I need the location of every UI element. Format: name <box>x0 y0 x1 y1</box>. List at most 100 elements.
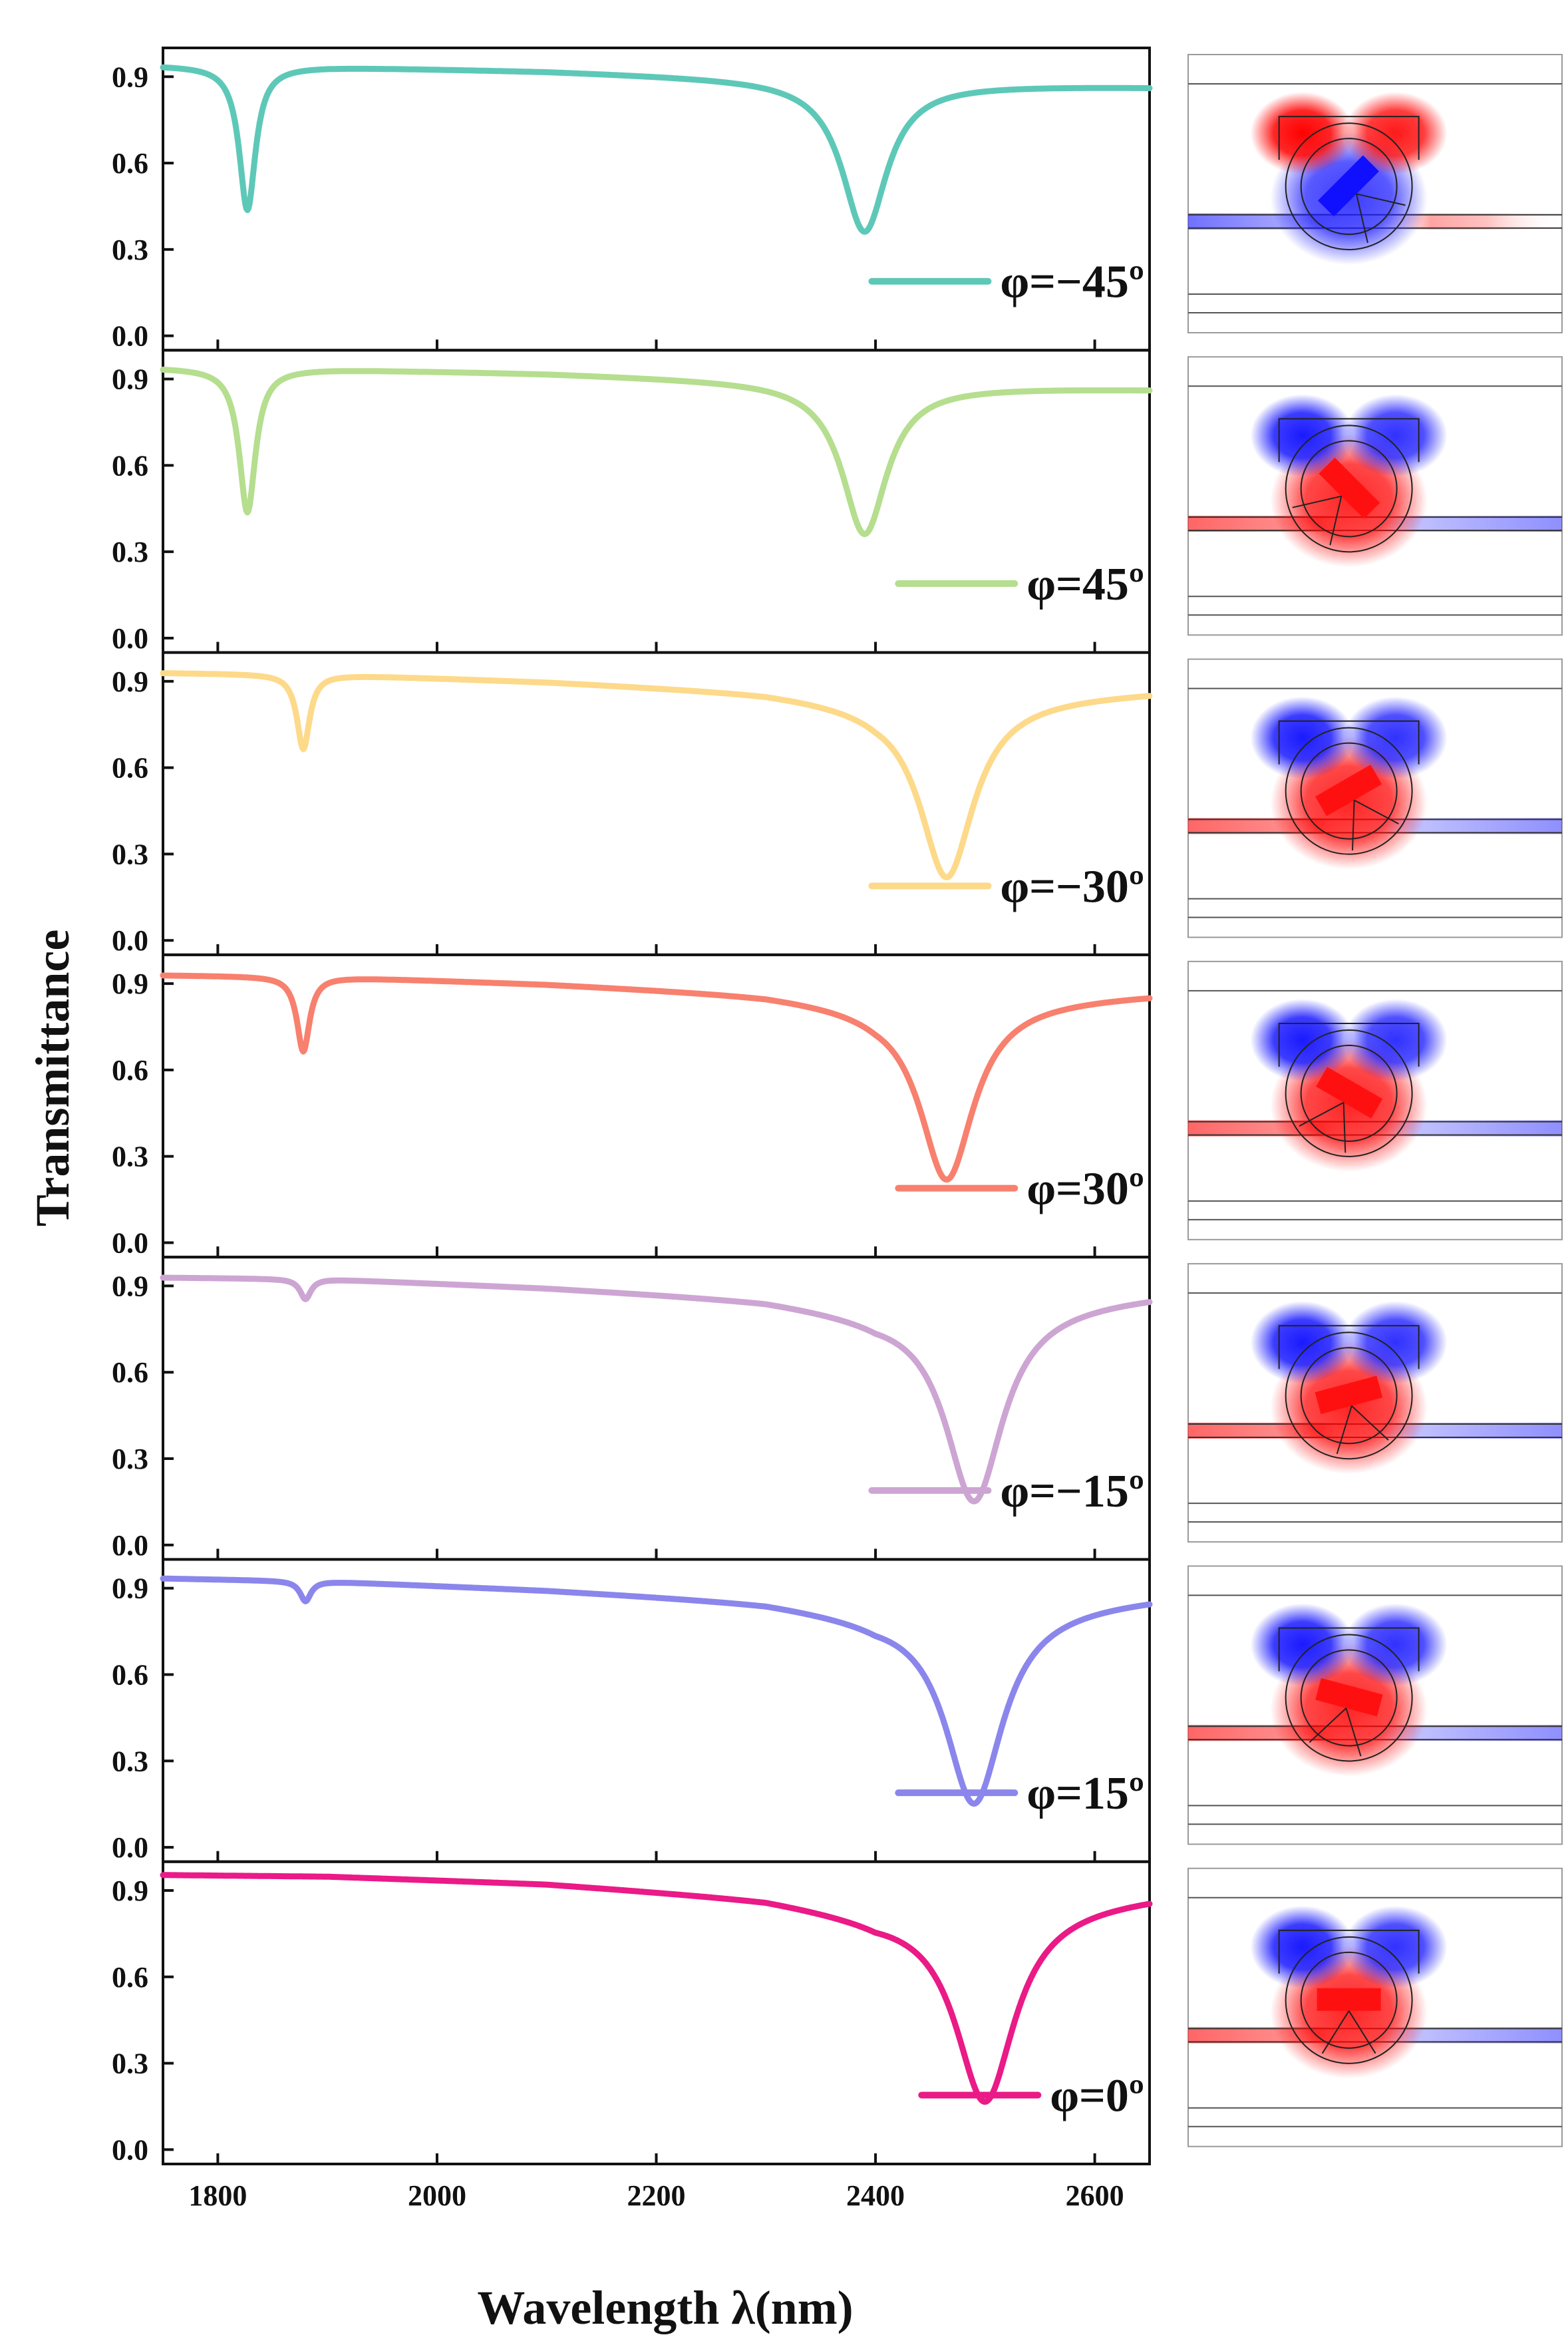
cap-outline <box>1278 1929 1420 1974</box>
panel-4: 0.0 0.3 0.6 0.9 φ=30º <box>112 953 1153 1260</box>
cap-outline <box>1278 720 1420 765</box>
field-map-1 <box>1187 54 1563 333</box>
x-tick-label: 2600 <box>1066 2179 1124 2212</box>
field-map-5 <box>1187 1263 1563 1543</box>
y-tick-label: 0.0 <box>112 1529 148 1562</box>
panel-5: 0.0 0.3 0.6 0.9 φ=−15º <box>112 1256 1153 1562</box>
panel-7: 0.0 0.3 0.6 0.9 φ=0º <box>112 1860 1153 2166</box>
y-tick-label: 0.6 <box>112 147 148 180</box>
field-map-7 <box>1187 1867 1563 2147</box>
ring-outline <box>1285 1936 1413 2064</box>
pad-field <box>1250 1905 1354 1988</box>
arm-spoke <box>1321 2010 1350 2054</box>
field-map-column <box>1187 54 1563 2147</box>
y-tick-label: 0.6 <box>112 752 148 785</box>
y-tick-label: 0.6 <box>112 449 148 482</box>
arm-spoke <box>1356 193 1406 206</box>
y-tick-label: 0.3 <box>112 536 148 568</box>
arm <box>1299 1067 1383 1153</box>
panel-frame <box>162 953 1151 1259</box>
y-tick-label: 0.9 <box>112 1572 148 1605</box>
arm <box>1315 765 1399 850</box>
arm-spoke <box>1351 1405 1389 1441</box>
ring-outline <box>1285 1332 1413 1460</box>
legend-label: φ=−45º <box>1000 257 1144 308</box>
arm-spoke <box>1352 800 1355 850</box>
y-tick-label: 0.0 <box>112 1831 148 1864</box>
arm-spoke <box>1345 1708 1362 1757</box>
y-tick-label: 0.9 <box>112 1875 148 1907</box>
arm-spoke <box>1292 495 1342 508</box>
pad-field <box>1343 1905 1448 1988</box>
panel-1: 0.0 0.3 0.6 0.9 φ=−45º <box>112 47 1153 353</box>
y-tick-label: 0.9 <box>112 968 148 1000</box>
ring-outline <box>1300 440 1398 538</box>
y-tick-label: 0.3 <box>112 2048 148 2080</box>
arm-spoke <box>1342 1102 1346 1153</box>
arm-spoke <box>1299 1101 1344 1127</box>
arm-spoke <box>1354 799 1399 824</box>
pad-field <box>1343 696 1448 779</box>
pad-field <box>1343 1603 1448 1686</box>
legend-label: φ=−30º <box>1000 861 1144 912</box>
legend-label: φ=0º <box>1050 2070 1144 2121</box>
arm <box>1292 457 1380 546</box>
y-tick-label: 0.3 <box>112 1443 148 1475</box>
y-tick-label: 0.3 <box>112 1745 148 1777</box>
arm <box>1317 155 1406 244</box>
legend-label: φ=15º <box>1026 1768 1144 1819</box>
ring-outline <box>1300 1347 1398 1445</box>
y-tick-label: 0.9 <box>112 363 148 396</box>
arm <box>1317 1988 1381 2054</box>
y-tick-label: 0.6 <box>112 1658 148 1691</box>
x-tick-label: 2400 <box>846 2179 905 2212</box>
ring-outline <box>1285 425 1413 553</box>
ring-outline <box>1285 1029 1413 1157</box>
x-tick-label: 1800 <box>188 2179 247 2212</box>
panel-3: 0.0 0.3 0.6 0.9 φ=−30º <box>112 651 1153 957</box>
y-tick-label: 0.0 <box>112 622 148 655</box>
y-tick-label: 0.0 <box>112 2133 148 2166</box>
ring-outline <box>1300 1044 1398 1142</box>
legend-label: φ=45º <box>1026 559 1144 610</box>
series-line <box>160 64 1153 235</box>
pad-field <box>1250 92 1354 175</box>
x-tick-label: 2200 <box>627 2179 686 2212</box>
field-map-6 <box>1187 1565 1563 1845</box>
plot-area: 0.00.30.60.9φ=−45º0.00.30.60.9φ=45º0.00.… <box>112 47 1153 2212</box>
y-tick-label: 0.9 <box>112 1270 148 1302</box>
y-tick-label: 0.3 <box>112 1141 148 1173</box>
arm-spoke <box>1336 1405 1352 1455</box>
x-tick-label: 2000 <box>408 2179 466 2212</box>
pad-field <box>1343 394 1448 477</box>
x-axis-title: Wavelength λ(nm) <box>477 2281 853 2334</box>
arm-spoke <box>1309 1708 1347 1743</box>
y-tick-label: 0.3 <box>112 234 148 266</box>
y-tick-label: 0.3 <box>112 838 148 870</box>
series-line <box>160 670 1153 880</box>
arm <box>1315 1375 1389 1455</box>
series-line <box>160 972 1153 1183</box>
arm-bar <box>1315 1678 1383 1717</box>
pad-field <box>1343 1301 1448 1384</box>
cap-outline <box>1278 1325 1420 1369</box>
legend-label: φ=30º <box>1026 1164 1144 1215</box>
ring-outline <box>1300 742 1398 840</box>
ring-outline <box>1285 1634 1413 1762</box>
arm-bar <box>1316 1067 1383 1119</box>
panel-frame <box>162 1860 1151 2166</box>
y-tick-label: 0.9 <box>112 61 148 93</box>
pad-field <box>1343 92 1448 175</box>
legend-label: φ=−15º <box>1000 1466 1144 1517</box>
panel-frame <box>162 1558 1151 1863</box>
arm-bar <box>1317 155 1379 217</box>
ring-outline <box>1300 1649 1398 1747</box>
arm-bar <box>1317 1988 1381 2011</box>
y-tick-label: 0.6 <box>112 1961 148 1994</box>
y-tick-label: 0.0 <box>112 924 148 957</box>
arm-spoke <box>1329 496 1342 546</box>
arm-spoke <box>1355 194 1368 244</box>
panel-frame <box>162 349 1151 654</box>
ring-outline <box>1300 138 1398 236</box>
